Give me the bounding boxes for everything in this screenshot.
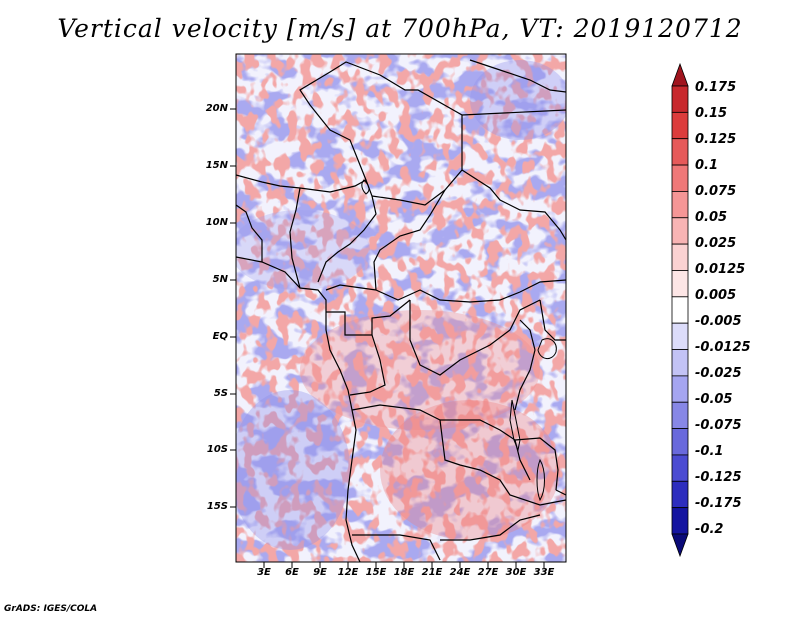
colorbar-segment — [671, 454, 689, 482]
lat-label: 15S — [206, 501, 228, 512]
lat-label: 5S — [213, 388, 228, 399]
colorbar-label: 0.15 — [695, 106, 728, 121]
lon-label: 33E — [533, 567, 555, 578]
colorbar-segment — [671, 217, 689, 245]
colorbar-segment — [671, 270, 689, 298]
lat-label: 10N — [205, 217, 228, 228]
colorbar-segment — [671, 164, 689, 192]
lat-label: 20N — [205, 103, 228, 114]
colorbar-segment — [671, 428, 689, 456]
colorbar-label: 0.05 — [695, 210, 728, 225]
colorbar-segment — [671, 401, 689, 429]
colorbar-segment — [671, 322, 689, 350]
lon-label: 24E — [449, 567, 471, 578]
colorbar-label: -0.075 — [695, 418, 742, 433]
colorbar-label: -0.05 — [695, 392, 733, 407]
plot-frame — [235, 53, 567, 563]
axis-ticks — [230, 108, 545, 568]
colorbar-segment — [671, 480, 689, 509]
grads-credit: GrADS: IGES/COLA — [4, 604, 98, 614]
colorbar-label: -0.175 — [695, 496, 742, 511]
lat-label: 15N — [205, 160, 228, 171]
lakes — [361, 179, 557, 502]
colorbar-top-arrow — [671, 62, 689, 87]
colorbar-label: -0.0125 — [695, 340, 751, 355]
lat-label: EQ — [212, 331, 228, 342]
colorbar-label: -0.005 — [695, 314, 742, 329]
colorbar-segment — [671, 111, 689, 140]
colorbar-segment — [671, 138, 689, 166]
map-title: Vertical velocity [m/s] at 700hPa, VT: 2… — [57, 14, 743, 43]
colorbar-segment — [671, 349, 689, 377]
colorbar-label: -0.1 — [695, 444, 724, 459]
colorbar-segment — [671, 243, 689, 271]
colorbar-label: -0.025 — [695, 366, 742, 381]
lon-label: 9E — [313, 567, 327, 578]
lat-label: 10S — [206, 444, 228, 455]
lon-label: 30E — [505, 567, 527, 578]
colorbar-label: 0.0125 — [695, 262, 746, 277]
colorbar-segment — [671, 85, 689, 113]
lon-label: 12E — [337, 567, 359, 578]
colorbar-segment — [671, 375, 689, 403]
colorbar-label: -0.125 — [695, 470, 742, 485]
lon-label: 6E — [285, 567, 299, 578]
colorbar-label: 0.075 — [695, 184, 737, 199]
colorbar-label: 0.025 — [695, 236, 737, 251]
colorbar — [671, 62, 689, 558]
lon-label: 18E — [393, 567, 415, 578]
lon-label: 27E — [477, 567, 499, 578]
lon-label: 21E — [421, 567, 443, 578]
colorbar-label: 0.005 — [695, 288, 737, 303]
colorbar-segment — [671, 296, 689, 324]
colorbar-label: 0.1 — [695, 158, 719, 173]
lon-label: 3E — [257, 567, 271, 578]
velocity-field — [236, 54, 566, 562]
colorbar-label: 0.175 — [695, 80, 737, 95]
colorbar-bottom-arrow — [671, 533, 689, 558]
colorbar-segment — [671, 191, 689, 219]
lon-label: 15E — [365, 567, 387, 578]
colorbar-label: -0.2 — [695, 522, 724, 537]
colorbar-segment — [671, 507, 689, 535]
colorbar-label: 0.125 — [695, 132, 737, 147]
lat-label: 5N — [212, 274, 228, 285]
